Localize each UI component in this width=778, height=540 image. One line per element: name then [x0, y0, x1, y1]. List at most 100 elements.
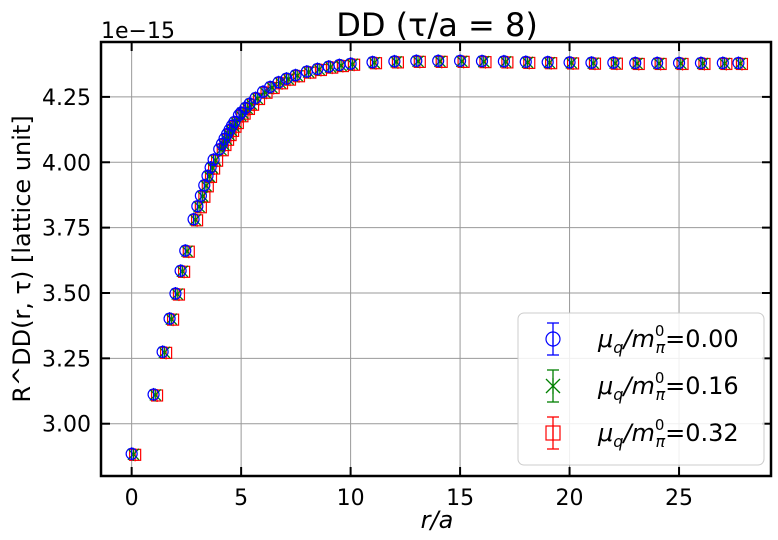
- circle-marker: [541, 56, 554, 69]
- circle-marker: [207, 153, 220, 166]
- x-marker-stroke: [631, 57, 643, 70]
- circle-marker: [651, 56, 664, 70]
- circle-marker: [732, 56, 745, 70]
- circle-marker: [563, 56, 576, 69]
- circle-marker: [280, 72, 293, 85]
- circle-marker: [187, 213, 200, 226]
- circle-marker: [453, 54, 467, 67]
- y-tick-label: 3.75: [42, 217, 91, 242]
- x-marker-stroke: [176, 265, 189, 278]
- data-point: [651, 56, 664, 70]
- data-point: [732, 56, 745, 70]
- data-point: [204, 160, 217, 174]
- y-tick-label: 3.50: [42, 282, 91, 307]
- circle-marker: [344, 57, 357, 70]
- y-tick-label: 4.00: [42, 151, 91, 176]
- circle-marker: [174, 264, 187, 277]
- circle-marker: [225, 119, 239, 132]
- data-point: [225, 119, 239, 133]
- x-marker-stroke: [165, 313, 178, 326]
- data-point: [585, 56, 598, 70]
- x-marker-stroke: [390, 55, 403, 68]
- data-point: [179, 244, 192, 258]
- data-point: [344, 57, 357, 71]
- circle-marker: [629, 56, 642, 70]
- data-point: [672, 56, 686, 70]
- x-marker-stroke: [158, 346, 171, 359]
- x-marker-stroke: [181, 245, 193, 258]
- circle-marker: [519, 55, 532, 68]
- data-point: [629, 56, 642, 70]
- circle-marker: [235, 106, 248, 119]
- data-point: [207, 153, 220, 167]
- circle-marker: [545, 331, 561, 347]
- data-point: [187, 212, 200, 226]
- circle-marker: [475, 54, 489, 68]
- circle-marker: [672, 56, 686, 70]
- x-marker-stroke: [127, 448, 140, 461]
- x-tick-label: 5: [234, 486, 248, 511]
- data-point: [311, 62, 324, 76]
- x-marker-stroke: [149, 388, 162, 401]
- legend-entry: μq/m0 π=0.16: [545, 369, 739, 404]
- data-point: [716, 56, 729, 70]
- circle-marker: [410, 54, 423, 67]
- legend-entry: μq/m0 π=0.32: [545, 416, 739, 451]
- x-marker-stroke: [251, 92, 264, 105]
- plot-frame: [99, 40, 773, 478]
- x-tick-label: 25: [665, 486, 693, 511]
- circle-marker: [201, 169, 214, 182]
- grid: [101, 42, 771, 476]
- x-marker-stroke: [718, 57, 731, 70]
- x-marker-stroke: [433, 55, 446, 68]
- data-point: [388, 54, 401, 68]
- circle-marker: [289, 69, 302, 82]
- circle-marker: [169, 287, 182, 300]
- x-marker-stroke: [412, 55, 425, 68]
- y-axis-label: R^DD(r, τ) [lattice unit]: [8, 115, 36, 402]
- axis-ticks: 0 5 10 15 20 25 3.00 3.25 3.50 3.75 4.00 4.25: [42, 42, 771, 511]
- x-marker-stroke: [734, 57, 747, 70]
- data-point: [563, 55, 576, 69]
- circle-marker: [163, 312, 176, 325]
- legend-box: [517, 312, 765, 466]
- data-point: [545, 331, 561, 347]
- series-circle: [125, 54, 745, 461]
- legend-label: μq/m0 π=0.00: [597, 322, 739, 357]
- circle-marker: [311, 62, 324, 76]
- circle-marker: [388, 55, 401, 68]
- data-point: [156, 345, 169, 359]
- data-point: [497, 54, 510, 68]
- x-marker-stroke: [587, 57, 600, 70]
- x-axis-label: r/a: [421, 506, 454, 534]
- x-marker-stroke: [193, 200, 206, 213]
- legend-entry: μq/m0 π=0.00: [545, 322, 739, 357]
- circle-marker: [497, 55, 510, 68]
- x-marker-stroke: [696, 57, 709, 70]
- circle-marker: [156, 345, 169, 358]
- circle-marker: [125, 447, 138, 460]
- y-offset-label: 1e−15: [101, 19, 175, 44]
- x-marker-stroke: [209, 154, 222, 167]
- data-point: [410, 54, 423, 68]
- data-point: [125, 447, 138, 461]
- data-point: [147, 387, 160, 401]
- x-marker-stroke: [171, 288, 184, 300]
- legend-label: μq/m0 π=0.16: [597, 369, 739, 404]
- chart-title: DD (τ/a = 8): [336, 6, 538, 44]
- circle-marker: [585, 56, 598, 69]
- data-point: [475, 54, 489, 68]
- data-point: [519, 55, 532, 69]
- circle-marker: [607, 56, 620, 69]
- y-tick-label: 3.00: [42, 413, 91, 438]
- data-point: [249, 91, 262, 105]
- data-point: [607, 56, 620, 70]
- x-marker-stroke: [189, 213, 202, 226]
- x-marker-stroke: [521, 56, 534, 69]
- data-point: [366, 55, 379, 69]
- x-marker-stroke: [565, 56, 578, 69]
- data-point: [174, 264, 187, 278]
- circle-marker: [179, 244, 192, 257]
- data-point: [545, 425, 561, 441]
